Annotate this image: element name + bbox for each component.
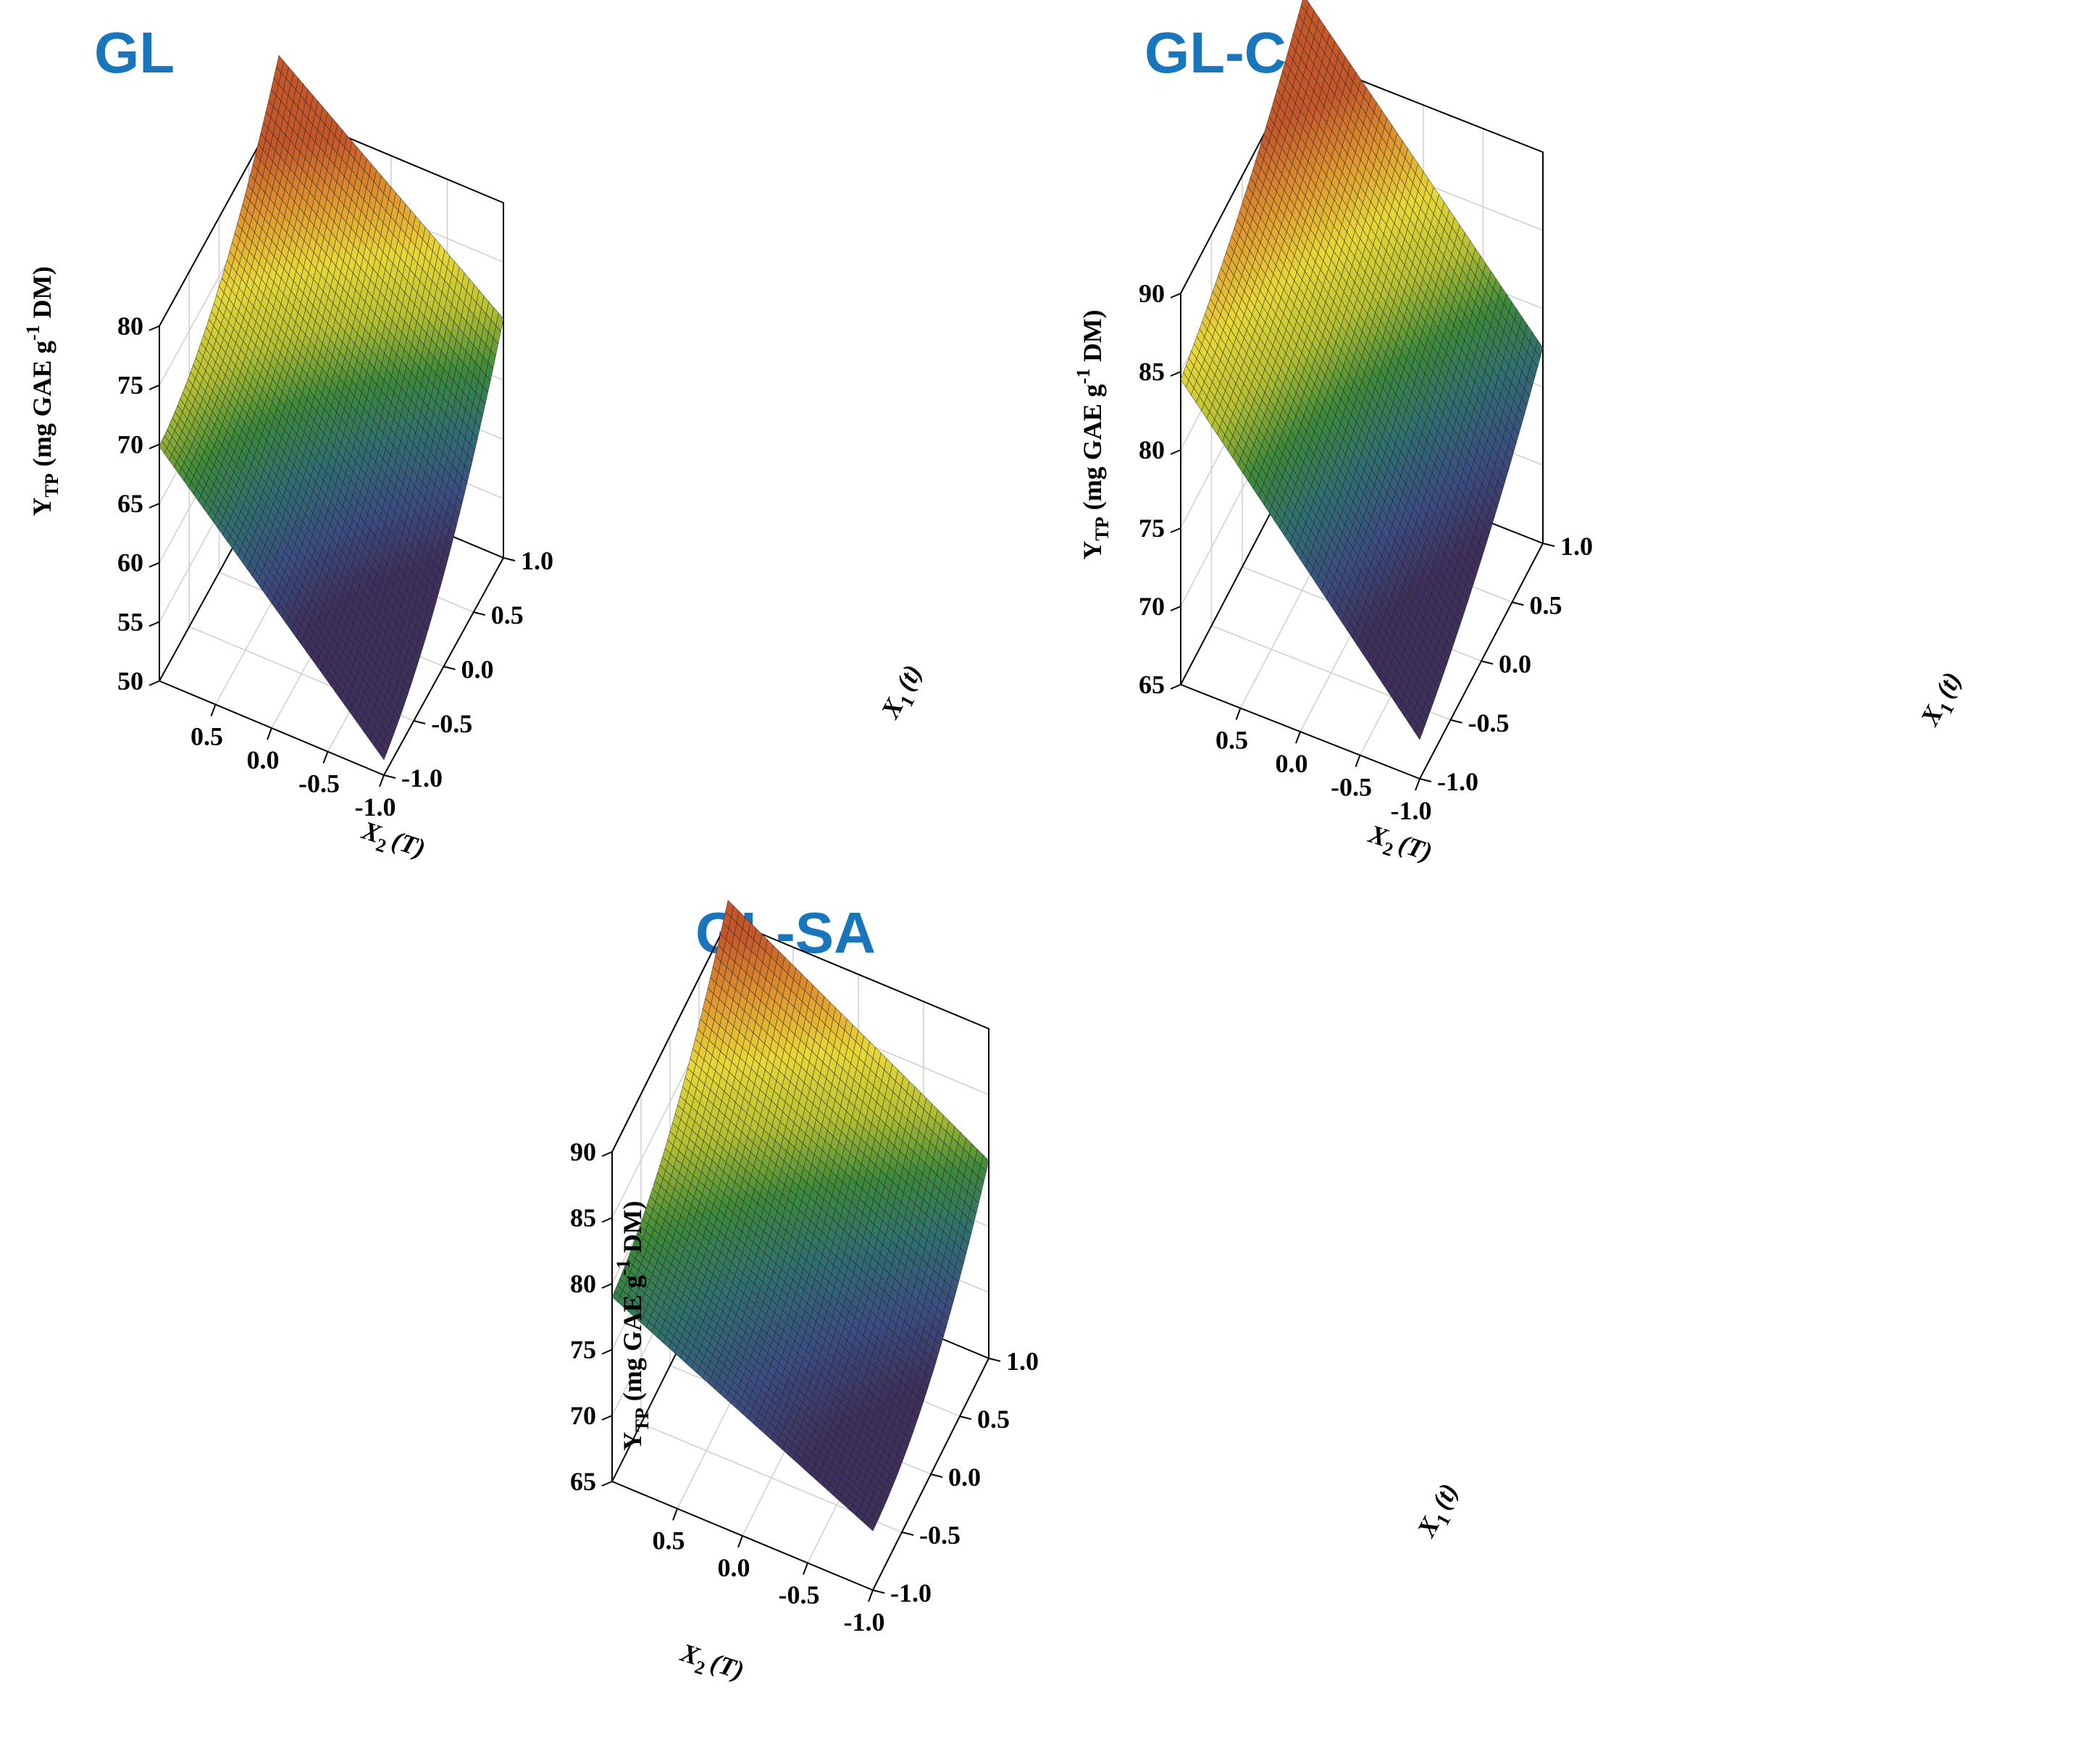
chart-panel-gl-ca: GL-CA 90 85 80 75 70 65 0.5 0.0 -0.5 -1.0 1.0 0.5 0.0… bbox=[1043, 0, 2072, 891]
z-axis-label-mid: (mg GAE g bbox=[1078, 384, 1107, 517]
surface-chart-gl-sa: GL-SA9085807570650.50.0-0.5-1.01.00.50.0… bbox=[570, 900, 1463, 1685]
z-tick bbox=[1170, 371, 1181, 377]
surface-mesh bbox=[1180, 0, 1544, 740]
x1-tick bbox=[383, 774, 396, 779]
x1-tick bbox=[1542, 543, 1555, 547]
x2-tick bbox=[379, 774, 385, 787]
z-axis-label-end: DM) bbox=[1078, 310, 1107, 369]
z-axis-label-end: DM) bbox=[28, 267, 57, 325]
z-tick bbox=[1170, 293, 1181, 298]
z-tick bbox=[148, 503, 160, 509]
x1-tick-label: -0.5 bbox=[1468, 708, 1510, 737]
axes: 9085807570650.50.0-0.5-1.01.00.50.0-0.5-… bbox=[1139, 279, 1593, 825]
z-tick-label: 65 bbox=[117, 489, 143, 518]
x2-tick-label: 0.5 bbox=[191, 722, 223, 751]
x2-tick bbox=[210, 704, 217, 716]
z-tick-label: 60 bbox=[117, 548, 143, 577]
z-tick-label: 80 bbox=[1139, 435, 1165, 464]
z-tick-label: 75 bbox=[117, 371, 143, 400]
z-axis-label-sub: TP bbox=[41, 473, 62, 497]
x2-tick-label: 0.0 bbox=[247, 745, 280, 774]
x1-tick-label: 0.5 bbox=[1530, 590, 1562, 619]
x1-tick bbox=[503, 557, 516, 561]
z-tick bbox=[1170, 527, 1181, 533]
z-tick-label: 70 bbox=[117, 430, 143, 459]
z-tick bbox=[148, 325, 160, 331]
z-tick-label: 85 bbox=[1139, 357, 1165, 386]
x1-axis-label-paren: (t) bbox=[890, 660, 927, 695]
surface-chart-gl: GL807570656055500.50.0-0.5-1.01.00.50.0-… bbox=[22, 20, 932, 869]
chart-panel-gl: GL 80 75 70 65 60 55 50 0.5 0.0 -0.5 -1.0 1.0 0.5 0.0-… bbox=[0, 0, 1029, 891]
z-axis-label-sub: TP bbox=[1092, 517, 1113, 540]
x2-tick-label: -1.0 bbox=[1391, 796, 1432, 825]
z-tick-label: 75 bbox=[1139, 514, 1165, 543]
x2-tick bbox=[267, 727, 272, 740]
x1-tick-label: -0.5 bbox=[431, 709, 472, 738]
surface-mesh bbox=[159, 54, 504, 761]
surface-cell bbox=[1414, 724, 1423, 740]
z-tick bbox=[148, 443, 160, 450]
z-tick-label: 50 bbox=[117, 666, 143, 695]
x1-tick-label: -1.0 bbox=[1437, 767, 1478, 796]
x2-tick bbox=[1415, 778, 1420, 791]
z-tick bbox=[148, 561, 160, 568]
x2-tick bbox=[1355, 755, 1361, 767]
x1-tick bbox=[414, 720, 426, 724]
z-tick-label: 65 bbox=[1139, 670, 1165, 699]
x1-axis-label: X1(t) bbox=[875, 660, 932, 726]
z-tick-label: 55 bbox=[117, 607, 143, 636]
z-tick bbox=[1170, 449, 1181, 455]
x2-axis-label-paren: (T) bbox=[388, 825, 429, 863]
z-axis-label-mid: (mg GAE g bbox=[28, 340, 57, 473]
x1-tick bbox=[473, 611, 485, 616]
axes: 80 75 70 65 60 55 50 0.5 0.0 -0.5 -1.0 1.0 0.5 0.0 -0.… bbox=[117, 312, 553, 822]
x1-tick-label: 0.0 bbox=[1499, 650, 1531, 679]
surface-mesh bbox=[611, 900, 989, 1531]
z-tick-label: 70 bbox=[1139, 592, 1165, 621]
chart-panel-gl-sa: GL-SA 90 85 80 75 70 65 0.5 0.0 -0.5 -1.0 1.0 0.5 0.0… bbox=[570, 877, 1608, 1760]
z-tick bbox=[148, 680, 160, 686]
z-tick bbox=[148, 384, 160, 390]
surface-chart-gl-ca: GL-CA9085807570650.50.0-0.5-1.01.00.50.0… bbox=[1073, 0, 1972, 872]
surface-cell bbox=[378, 745, 387, 761]
z-axis-label-var: Y bbox=[1078, 540, 1107, 559]
x1-axis-label: X1(t) bbox=[1914, 667, 1972, 733]
x2-axis-label: X2(T) bbox=[1363, 819, 1436, 872]
z-tick-label: 80 bbox=[117, 312, 143, 340]
x2-tick-label: -1.0 bbox=[355, 793, 396, 822]
x1-tick-label: -1.0 bbox=[401, 764, 443, 793]
x2-tick-label: 0.0 bbox=[1276, 749, 1308, 778]
z-tick bbox=[1170, 606, 1181, 611]
x1-tick bbox=[1512, 601, 1524, 606]
x1-tick-label: 0.5 bbox=[491, 601, 524, 630]
x2-tick bbox=[322, 751, 329, 764]
z-tick bbox=[1170, 684, 1181, 690]
z-tick bbox=[148, 621, 160, 627]
x1-tick-label: 1.0 bbox=[521, 546, 553, 575]
x2-axis-label: X2(T) bbox=[356, 816, 429, 869]
x2-axis-label-paren: (T) bbox=[1395, 829, 1436, 866]
z-axis-label-sup: -1 bbox=[1073, 369, 1094, 385]
x2-tick-label: -0.5 bbox=[298, 769, 340, 798]
chart-title: GL bbox=[94, 20, 175, 85]
x1-tick bbox=[1450, 719, 1462, 724]
z-axis-label: YTP (mg GAE g-1 DM) bbox=[1073, 310, 1113, 560]
z-axis-label-var: Y bbox=[28, 497, 57, 516]
x2-tick-label: 0.5 bbox=[1215, 726, 1248, 755]
z-tick-label: 90 bbox=[1139, 279, 1165, 308]
x2-tick bbox=[1295, 731, 1301, 744]
x1-tick-label: 1.0 bbox=[1560, 532, 1593, 561]
x2-tick-label: -0.5 bbox=[1331, 773, 1372, 802]
z-axis-label: YTP (mg GAE g-1 DM) bbox=[22, 267, 62, 517]
x1-tick bbox=[443, 666, 456, 670]
x1-tick bbox=[1481, 660, 1494, 665]
z-axis-label-sup: -1 bbox=[22, 325, 43, 341]
x1-axis-label-paren: (t) bbox=[1930, 667, 1967, 703]
x1-tick-label: 0.0 bbox=[461, 655, 494, 684]
x2-tick bbox=[1235, 708, 1242, 720]
x1-tick bbox=[1419, 778, 1432, 782]
